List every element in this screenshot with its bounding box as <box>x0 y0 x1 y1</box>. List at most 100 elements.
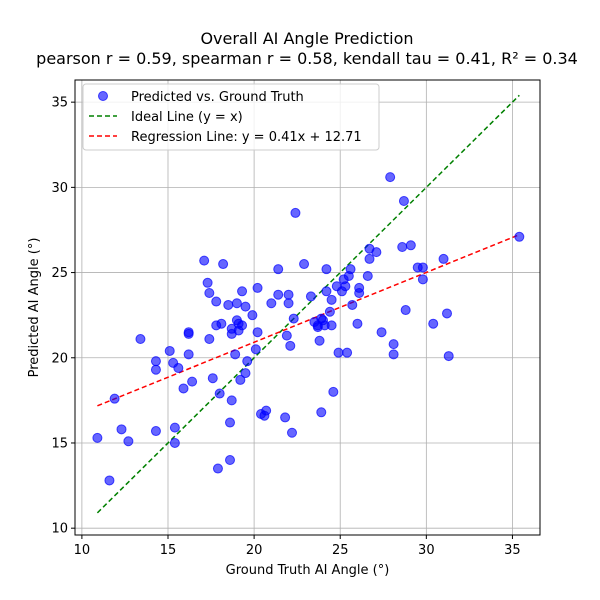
data-point <box>247 310 258 321</box>
data-point <box>280 412 291 423</box>
data-point <box>326 320 337 331</box>
data-point <box>207 373 218 384</box>
data-point <box>223 299 234 310</box>
data-point <box>116 424 127 435</box>
data-point <box>438 253 449 264</box>
data-point <box>376 327 387 338</box>
data-point <box>216 318 227 329</box>
y-axis-ticks: 10 15 20 25 30 35 <box>51 96 75 537</box>
data-point <box>316 407 327 418</box>
data-point <box>211 296 222 307</box>
data-point <box>169 422 180 433</box>
data-point <box>333 347 344 358</box>
data-point <box>252 327 263 338</box>
y-axis-label: Predicted AI Angle (°) <box>27 238 42 378</box>
data-point <box>204 334 215 345</box>
data-point <box>273 264 284 275</box>
data-point <box>237 320 248 331</box>
x-axis-label: Ground Truth AI Angle (°) <box>226 563 390 578</box>
data-point <box>231 298 242 309</box>
data-point <box>287 427 297 438</box>
data-point <box>235 374 246 385</box>
data-point <box>150 356 161 367</box>
y-tick-label: 10 <box>51 522 68 537</box>
data-point <box>150 426 161 437</box>
series-lines <box>96 94 520 514</box>
data-point <box>173 362 184 373</box>
data-point <box>371 247 382 258</box>
y-tick-label: 35 <box>51 96 68 111</box>
legend-entry-regression: Regression Line: y = 0.41x + 12.71 <box>131 130 362 145</box>
legend-entry-scatter: Predicted vs. Ground Truth <box>131 90 304 105</box>
data-point <box>240 368 251 379</box>
data-point <box>299 259 310 270</box>
y-tick-label: 30 <box>51 181 68 196</box>
data-point <box>183 328 194 339</box>
data-point <box>285 340 296 351</box>
data-point <box>164 345 175 356</box>
data-point <box>328 386 339 397</box>
data-point <box>417 274 428 285</box>
data-point <box>252 282 263 293</box>
data-point <box>230 349 241 360</box>
chart-subtitle: pearson r = 0.59, spearman r = 0.58, ken… <box>36 49 578 68</box>
data-point <box>326 294 337 305</box>
data-point <box>150 364 161 375</box>
scatter-points <box>92 172 525 486</box>
x-tick-label: 15 <box>160 543 177 558</box>
y-tick-label: 20 <box>51 351 68 366</box>
data-point <box>218 259 229 270</box>
ideal-line <box>96 94 520 514</box>
data-point <box>314 335 325 346</box>
data-point <box>178 383 189 394</box>
data-point <box>202 277 213 288</box>
data-point <box>442 308 452 319</box>
data-point <box>214 388 225 399</box>
data-point <box>324 306 335 317</box>
data-point <box>397 242 408 253</box>
y-tick-label: 25 <box>51 266 68 281</box>
data-point <box>273 289 284 300</box>
data-point <box>305 291 316 302</box>
legend-entry-ideal: Ideal Line (y = x) <box>131 110 243 125</box>
data-point <box>345 264 356 275</box>
x-tick-label: 25 <box>332 543 349 558</box>
data-point <box>261 405 272 416</box>
data-point <box>364 253 375 264</box>
data-point <box>92 432 103 443</box>
plot-frame <box>74 79 541 536</box>
data-point <box>225 417 235 428</box>
data-point <box>283 289 294 300</box>
data-point <box>109 393 120 404</box>
legend: Predicted vs. Ground Truth Ideal Line (y… <box>82 83 380 151</box>
data-point <box>385 172 396 183</box>
x-axis-ticks: 10 15 20 25 30 35 <box>74 535 521 558</box>
data-point <box>321 286 332 297</box>
data-point <box>347 299 358 310</box>
data-point <box>281 330 292 341</box>
data-point <box>417 262 428 273</box>
data-point <box>290 207 301 218</box>
data-point <box>321 264 332 275</box>
data-point <box>237 286 248 297</box>
x-tick-label: 20 <box>246 543 263 558</box>
data-point <box>266 298 277 309</box>
data-point <box>514 231 525 242</box>
data-point <box>352 318 363 329</box>
data-point <box>400 305 411 316</box>
data-point <box>388 349 399 360</box>
data-point <box>405 240 416 251</box>
data-point <box>169 437 180 448</box>
x-tick-label: 10 <box>74 543 91 558</box>
data-point <box>388 339 399 350</box>
data-point <box>362 270 373 281</box>
data-point <box>443 351 454 362</box>
data-point <box>354 288 365 299</box>
legend-box <box>82 83 380 151</box>
data-point <box>226 395 237 406</box>
data-point <box>199 255 210 266</box>
data-point <box>135 334 146 345</box>
data-point <box>225 455 235 466</box>
y-tick-label: 15 <box>51 436 68 451</box>
